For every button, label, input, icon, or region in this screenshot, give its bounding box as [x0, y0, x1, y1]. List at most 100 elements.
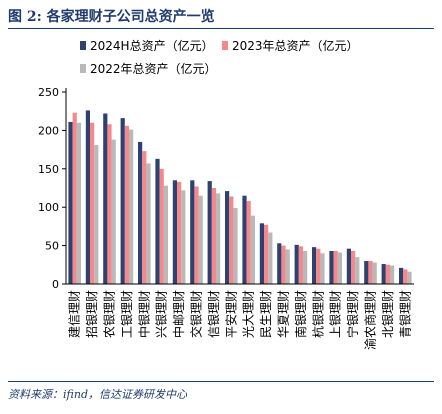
bar-0-15: [329, 250, 334, 284]
bar-2-1: [94, 144, 99, 284]
x-tick-label: 宁银理财: [345, 290, 360, 338]
bar-0-19: [399, 267, 404, 284]
y-tick-label: 0: [52, 278, 59, 291]
legend-swatch-2: [80, 64, 86, 73]
bar-1-1: [90, 122, 95, 284]
legend-label-2: 2022年总资产（亿元）: [90, 61, 217, 76]
x-tick-label: 工银理财: [120, 290, 134, 338]
bar-2-0: [76, 122, 81, 284]
bar-1-6: [177, 181, 182, 284]
bar-0-3: [120, 118, 125, 284]
bar-0-17: [364, 260, 369, 284]
legend-swatch-0: [80, 41, 86, 50]
bar-1-16: [351, 250, 356, 284]
bar-0-8: [207, 181, 212, 284]
x-tick-label: 华夏理财: [277, 290, 291, 338]
legend: 2024H总资产（亿元） 2023年总资产（亿元） 2022年总资产（亿元）: [80, 38, 359, 76]
bar-1-11: [264, 224, 269, 284]
source-divider: [8, 381, 434, 382]
bar-0-4: [138, 141, 143, 284]
bar-1-17: [368, 260, 373, 284]
y-tick-label: 100: [38, 201, 59, 214]
bar-0-11: [259, 223, 264, 284]
bar-2-10: [250, 215, 255, 284]
source-note: 资料来源：ifind，信达证券研发中心: [8, 388, 187, 401]
chart-title: 图 2: 各家理财子公司总资产一览: [8, 9, 215, 25]
bar-2-12: [285, 249, 290, 284]
bar-2-2: [111, 139, 116, 284]
y-tick-label: 50: [45, 240, 59, 253]
bar-1-0: [72, 112, 77, 285]
bar-0-14: [312, 247, 317, 284]
x-tick-label: 杭银理财: [310, 290, 325, 338]
legend-label-0: 2024H总资产（亿元）: [90, 38, 214, 53]
bar-2-17: [372, 262, 377, 284]
legend-label-1: 2023年总资产（亿元）: [232, 38, 359, 53]
x-tick-label: 招银理财: [85, 290, 99, 338]
x-tick-label: 渝农商理财: [363, 290, 378, 350]
bar-2-3: [129, 129, 134, 284]
x-tick-label: 交银理财: [189, 290, 204, 338]
x-tick-label: 信银理财: [207, 290, 221, 338]
bar-1-13: [298, 246, 303, 284]
bar-0-2: [103, 113, 108, 284]
bar-1-10: [246, 201, 251, 284]
bar-1-14: [316, 248, 321, 284]
bar-1-8: [211, 188, 216, 284]
bar-2-8: [216, 193, 221, 284]
bar-1-18: [385, 264, 390, 284]
x-tick-label: 农银理财: [103, 290, 117, 338]
bar-0-7: [190, 180, 195, 284]
bar-1-12: [281, 245, 286, 284]
bar-2-14: [320, 253, 325, 284]
bar-0-5: [155, 158, 160, 284]
x-tick-label: 北银理财: [381, 290, 395, 338]
bar-0-12: [277, 243, 282, 284]
bar-1-19: [403, 269, 408, 284]
x-axis: 建信理财 招银理财 农银理财 工银理财 中银理财 兴银理财 中邮理财 交银理财 信银理财 平安理财…: [66, 283, 414, 350]
title-divider: [8, 28, 434, 29]
x-tick-label: 建信理财: [68, 290, 82, 338]
bar-0-9: [225, 191, 230, 284]
bar-0-18: [381, 264, 386, 284]
x-tick-label: 中邮理财: [171, 290, 186, 338]
bar-2-19: [407, 271, 412, 284]
bar-0-13: [294, 244, 299, 284]
bar-2-7: [198, 195, 203, 284]
bar-2-5: [163, 185, 168, 284]
y-tick-label: 200: [38, 124, 59, 137]
bar-0-1: [85, 110, 90, 285]
x-tick-label: 青银理财: [398, 290, 412, 338]
x-tick-label: 光大理财: [242, 290, 256, 338]
bar-2-6: [181, 190, 186, 284]
bar-0-10: [242, 195, 247, 284]
y-axis: 0 50 100 150 200 250: [38, 86, 67, 291]
x-tick-label: 上银理财: [329, 290, 343, 338]
bar-2-11: [268, 232, 273, 284]
bar-2-18: [390, 265, 395, 284]
x-tick-label: 中银理财: [136, 290, 151, 338]
bar-2-15: [337, 252, 342, 284]
x-tick-label: 平安理财: [223, 290, 238, 338]
bar-2-13: [303, 250, 308, 284]
bars: [68, 110, 412, 285]
bar-1-3: [124, 125, 129, 284]
legend-swatch-1: [222, 41, 228, 50]
bar-1-5: [159, 168, 164, 284]
x-tick-label: 南银理财: [293, 290, 308, 338]
bar-0-16: [346, 248, 351, 284]
bar-2-16: [355, 257, 360, 284]
bar-2-4: [146, 163, 151, 284]
y-tick-label: 150: [38, 163, 59, 176]
x-tick-label: 民生理财: [259, 290, 273, 338]
x-tick-label: 兴银理财: [155, 290, 169, 338]
bar-0-6: [172, 180, 177, 284]
bar-1-9: [229, 196, 234, 284]
bar-1-7: [194, 186, 199, 284]
bar-2-9: [233, 207, 238, 284]
bar-1-2: [107, 124, 112, 284]
y-tick-label: 250: [38, 86, 59, 99]
bar-0-0: [68, 121, 73, 284]
bar-1-4: [142, 151, 147, 284]
